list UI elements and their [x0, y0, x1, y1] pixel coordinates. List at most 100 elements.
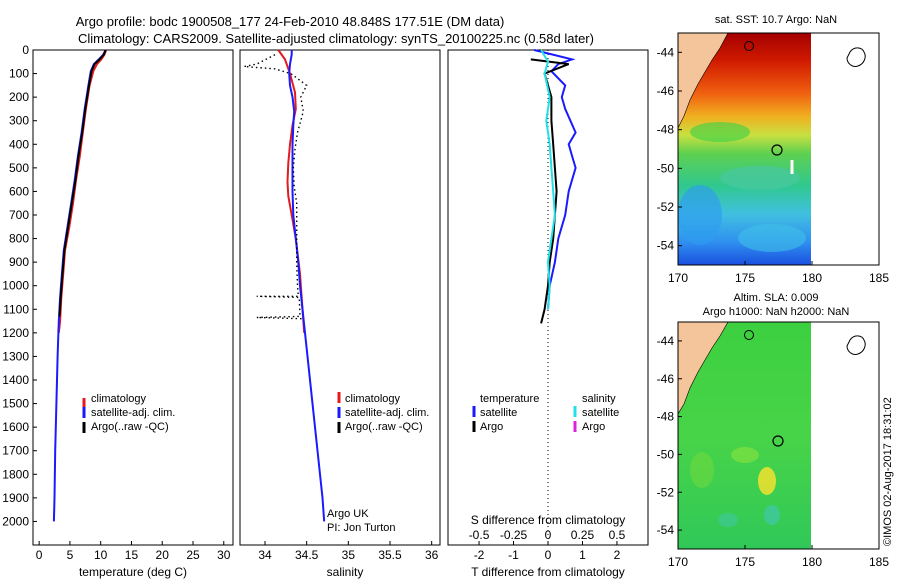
chatham-islands: [846, 47, 866, 67]
series-line-salinity-satellite: [540, 49, 556, 310]
legend-label-sal-satellite: satellite: [582, 407, 619, 419]
sla-map-panel: Altim. SLA: 0.009 Argo h1000: NaN h2000:…: [657, 292, 890, 569]
lat-tick-label: -52: [657, 200, 675, 214]
island-marker: [744, 41, 754, 51]
sst-patch: [738, 224, 806, 252]
x-tick-label: 35: [342, 548, 356, 562]
sla-patch: [731, 447, 759, 463]
sst-patch: [678, 185, 722, 245]
lat-tick-label: -48: [657, 410, 675, 424]
float-position-marker: [772, 435, 784, 447]
difference-panel: -2 -1 0 1 2 -0.5 -0.25 0 0.25 0.5 S difference fr…: [447, 49, 649, 579]
temperature-plot-frame: [32, 49, 234, 546]
legend-label-temp-satellite: satellite: [480, 407, 517, 419]
lon-tick-label: 185: [869, 555, 889, 569]
legend-title-temperature: temperature: [480, 393, 539, 405]
x-tick-label: 34.5: [295, 548, 319, 562]
chatham-islands: [846, 335, 866, 355]
x-tick-label: 1: [579, 548, 586, 562]
x-tick-label: 10: [94, 548, 108, 562]
sst-patch: [720, 166, 800, 190]
lon-tick-label: 180: [802, 555, 822, 569]
x-tick-label: 34: [258, 548, 272, 562]
salinity-xlabel: salinity: [327, 565, 364, 579]
sla-map-subtitle: Argo h1000: NaN h2000: NaN: [703, 306, 850, 318]
x-tick-label: 2: [614, 548, 621, 562]
series-line-temperature-satellite: [533, 49, 577, 310]
depth-tick-label: 1900: [2, 491, 29, 505]
x-tick-label: -2: [474, 548, 485, 562]
depth-tick-label: 1700: [2, 444, 29, 458]
sst-map-frame: [677, 32, 880, 266]
depth-tick-label: 700: [9, 208, 29, 222]
top-x-tick-label: -0.25: [500, 528, 528, 542]
legend-label-temp-argo: Argo: [480, 421, 503, 433]
lon-tick-label: 175: [735, 271, 755, 285]
x-tick-label: 0: [36, 548, 43, 562]
depth-tick-label: 1500: [2, 397, 29, 411]
imos-stamp: ©IMOS 02-Aug-2017 18:31:02: [882, 397, 894, 546]
top-x-tick-label: 0.5: [609, 528, 626, 542]
lon-tick-label: 170: [668, 271, 688, 285]
x-tick-label: 20: [156, 548, 170, 562]
lat-tick-label: -52: [657, 485, 675, 499]
depth-tick-label: 100: [9, 67, 29, 81]
s-difference-xlabel: S difference from climatology: [471, 513, 626, 527]
legend-label-satellite: satellite-adj. clim.: [345, 407, 429, 419]
series-line-satellite-adj-clim: [288, 50, 326, 522]
depth-tick-label: 400: [9, 137, 29, 151]
legend-label-argo: Argo(..raw -QC): [91, 421, 169, 433]
lat-tick-label: -50: [657, 447, 675, 461]
series-line-climatology: [57, 49, 108, 334]
sla-map-frame: [677, 321, 880, 550]
sst-map-panel: sat. SST: 10.7 Argo: NaN 170 175 180 185 -4…: [657, 14, 890, 285]
depth-tick-label: 500: [9, 161, 29, 175]
depth-tick-label: 1200: [2, 326, 29, 340]
new-zealand-land: [678, 33, 729, 129]
lon-tick-label: 180: [802, 271, 822, 285]
depth-tick-label: 1800: [2, 467, 29, 481]
lon-tick-label: 175: [735, 555, 755, 569]
lat-tick-label: -54: [657, 239, 675, 253]
depth-tick-label: 1100: [3, 302, 29, 316]
series-line-argo-raw-qc: [58, 49, 107, 317]
lon-tick-label: 170: [668, 555, 688, 569]
depth-tick-label: 0: [22, 43, 29, 57]
legend-label-satellite: satellite-adj. clim.: [91, 407, 175, 419]
depth-tick-label: 1000: [2, 279, 29, 293]
salinity-plot-frame: [239, 49, 441, 546]
lat-tick-label: -44: [657, 45, 675, 59]
top-x-tick-label: -0.5: [469, 528, 490, 542]
new-zealand-land: [678, 322, 729, 415]
legend-label-argo: Argo(..raw -QC): [345, 421, 423, 433]
legend-label-sal-argo: Argo: [582, 421, 605, 433]
depth-tick-label: 800: [9, 232, 29, 246]
sla-patch-low: [764, 505, 780, 525]
difference-legend: temperature satellite Argo salinity sate…: [472, 393, 619, 433]
x-tick-label: 0: [545, 548, 552, 562]
float-position-marker: [771, 144, 783, 156]
lon-tick-label: 185: [869, 271, 889, 285]
x-tick-label: 35.5: [378, 548, 402, 562]
legend-title-salinity: salinity: [582, 393, 616, 405]
sst-map-title: sat. SST: 10.7 Argo: NaN: [715, 14, 837, 26]
salinity-legend: climatology satellite-adj. clim. Argo(..…: [337, 392, 429, 433]
figure-title-line1: Argo profile: bodc 1900508_177 24-Feb-20…: [76, 14, 505, 29]
x-tick-label: 30: [217, 548, 231, 562]
temperature-xlabel: temperature (deg C): [79, 565, 187, 579]
sst-patch: [690, 122, 750, 142]
sst-no-data-area: [811, 33, 879, 265]
figure-title-line2: Climatology: CARS2009. Satellite-adjuste…: [78, 31, 594, 46]
lat-tick-label: -54: [657, 523, 675, 537]
argo-pi-label: PI: Jon Turton: [327, 522, 395, 534]
island-marker: [744, 330, 754, 340]
lat-tick-label: -50: [657, 161, 675, 175]
argo-program-label: Argo UK: [327, 508, 369, 520]
x-tick-label: 5: [67, 548, 74, 562]
depth-tick-label: 1400: [2, 373, 29, 387]
x-tick-label: 25: [186, 548, 200, 562]
x-tick-label: 15: [125, 548, 139, 562]
lat-tick-label: -48: [657, 123, 675, 137]
depth-tick-label: 600: [9, 184, 29, 198]
depth-tick-label: 2000: [2, 514, 29, 528]
